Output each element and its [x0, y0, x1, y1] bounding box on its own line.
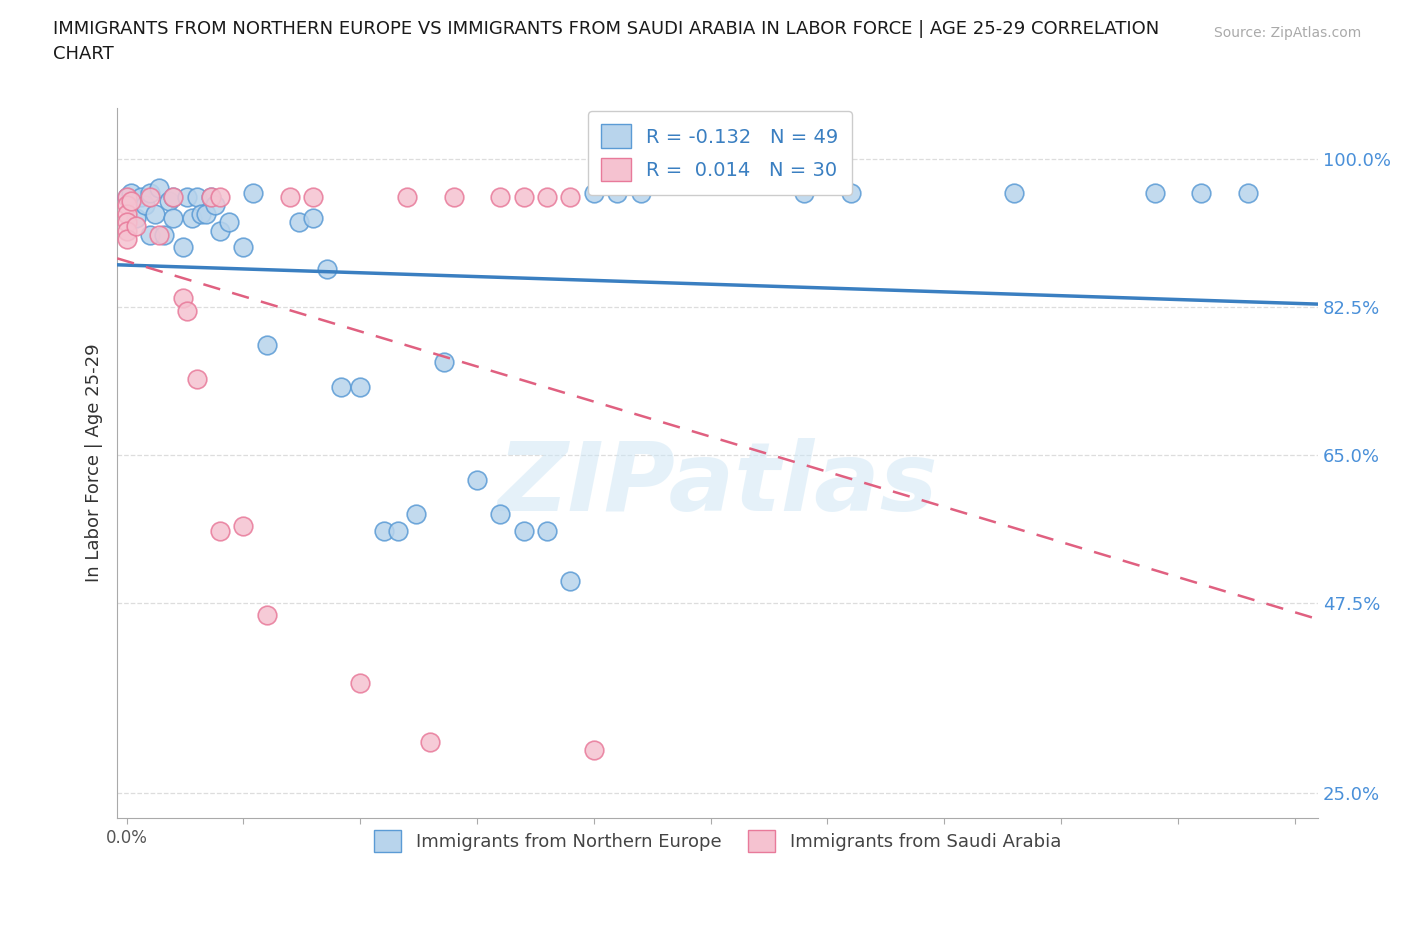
Point [489, 190, 512, 205]
Point [560, 574, 582, 589]
Point [157, 193, 180, 208]
Point [630, 185, 652, 200]
Point [536, 190, 558, 205]
Point [125, 219, 148, 233]
Point [143, 206, 166, 221]
Point [278, 190, 301, 205]
Point [606, 185, 628, 200]
Point [120, 185, 142, 200]
Point [582, 185, 605, 200]
Text: ZIPatlas: ZIPatlas [498, 438, 938, 531]
Point [513, 524, 536, 538]
Point [582, 743, 605, 758]
Point [139, 185, 162, 200]
Point [115, 206, 138, 221]
Point [200, 190, 222, 205]
Point [1143, 185, 1166, 200]
Point [172, 240, 194, 255]
Point [256, 608, 278, 623]
Point [115, 190, 138, 205]
Point [148, 227, 170, 242]
Point [176, 190, 198, 205]
Point [139, 190, 162, 205]
Point [186, 371, 208, 386]
Point [232, 519, 254, 534]
Point [115, 215, 138, 230]
Point [1237, 185, 1260, 200]
Point [120, 193, 142, 208]
Point [194, 206, 217, 221]
Text: IMMIGRANTS FROM NORTHERN EUROPE VS IMMIGRANTS FROM SAUDI ARABIA IN LABOR FORCE |: IMMIGRANTS FROM NORTHERN EUROPE VS IMMIG… [53, 20, 1160, 38]
Point [115, 232, 138, 246]
Point [162, 210, 184, 225]
Point [839, 185, 862, 200]
Text: CHART: CHART [53, 45, 114, 62]
Point [190, 206, 212, 221]
Point [443, 190, 465, 205]
Point [204, 198, 226, 213]
Point [560, 190, 582, 205]
Point [288, 215, 311, 230]
Point [1189, 185, 1212, 200]
Point [134, 198, 156, 213]
Point [242, 185, 264, 200]
Point [316, 261, 339, 276]
Point [162, 190, 184, 205]
Point [115, 223, 138, 238]
Point [1002, 185, 1025, 200]
Point [125, 210, 148, 225]
Point [208, 190, 231, 205]
Point [153, 227, 176, 242]
Point [536, 524, 558, 538]
Point [373, 524, 395, 538]
Point [419, 735, 441, 750]
Point [349, 379, 371, 394]
Point [176, 303, 198, 318]
Point [200, 190, 222, 205]
Point [405, 506, 427, 521]
Y-axis label: In Labor Force | Age 25-29: In Labor Force | Age 25-29 [86, 344, 103, 582]
Point [181, 210, 204, 225]
Point [218, 215, 240, 230]
Point [349, 675, 371, 690]
Point [186, 190, 208, 205]
Point [302, 190, 325, 205]
Point [232, 240, 254, 255]
Point [793, 185, 815, 200]
Point [115, 190, 138, 205]
Point [302, 210, 325, 225]
Text: Source: ZipAtlas.com: Source: ZipAtlas.com [1213, 26, 1361, 40]
Point [162, 190, 184, 205]
Point [387, 524, 409, 538]
Point [208, 524, 231, 538]
Point [395, 190, 418, 205]
Point [115, 198, 138, 213]
Point [129, 190, 152, 205]
Point [139, 227, 162, 242]
Point [465, 472, 488, 487]
Point [172, 291, 194, 306]
Point [256, 338, 278, 352]
Point [489, 506, 512, 521]
Point [513, 190, 536, 205]
Point [148, 180, 170, 195]
Point [330, 379, 353, 394]
Point [208, 223, 231, 238]
Legend: Immigrants from Northern Europe, Immigrants from Saudi Arabia: Immigrants from Northern Europe, Immigra… [367, 822, 1069, 858]
Point [433, 354, 456, 369]
